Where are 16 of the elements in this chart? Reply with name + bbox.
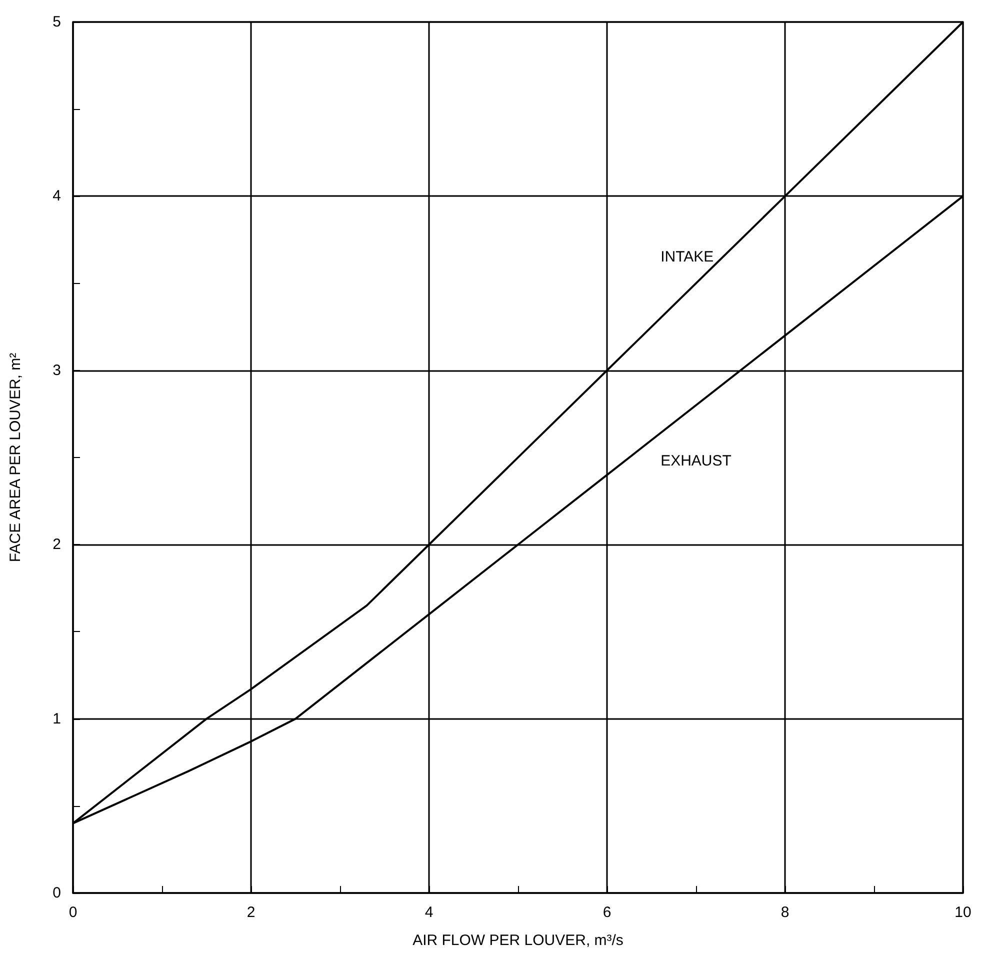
y-axis-title: FACE AREA PER LOUVER, m² <box>7 352 24 562</box>
x-tick-label: 2 <box>246 904 256 921</box>
annotation: EXHAUST <box>660 452 732 470</box>
x-tick-label: 6 <box>602 904 612 921</box>
y-tick-label: 0 <box>52 884 61 902</box>
x-tick-label: 10 <box>954 904 972 921</box>
y-tick-label: 1 <box>52 710 61 728</box>
x-tick-label: 4 <box>424 904 434 921</box>
y-tick-label: 3 <box>52 362 61 379</box>
x-tick-label: 8 <box>780 904 790 921</box>
x-tick-label: 0 <box>68 904 78 921</box>
annotation: INTAKE <box>660 248 714 266</box>
y-tick-label: 4 <box>52 188 61 205</box>
y-tick-label: 5 <box>52 14 61 30</box>
y-tick-label: 2 <box>52 536 61 554</box>
x-axis-title: AIR FLOW PER LOUVER, m³/s <box>412 932 624 949</box>
